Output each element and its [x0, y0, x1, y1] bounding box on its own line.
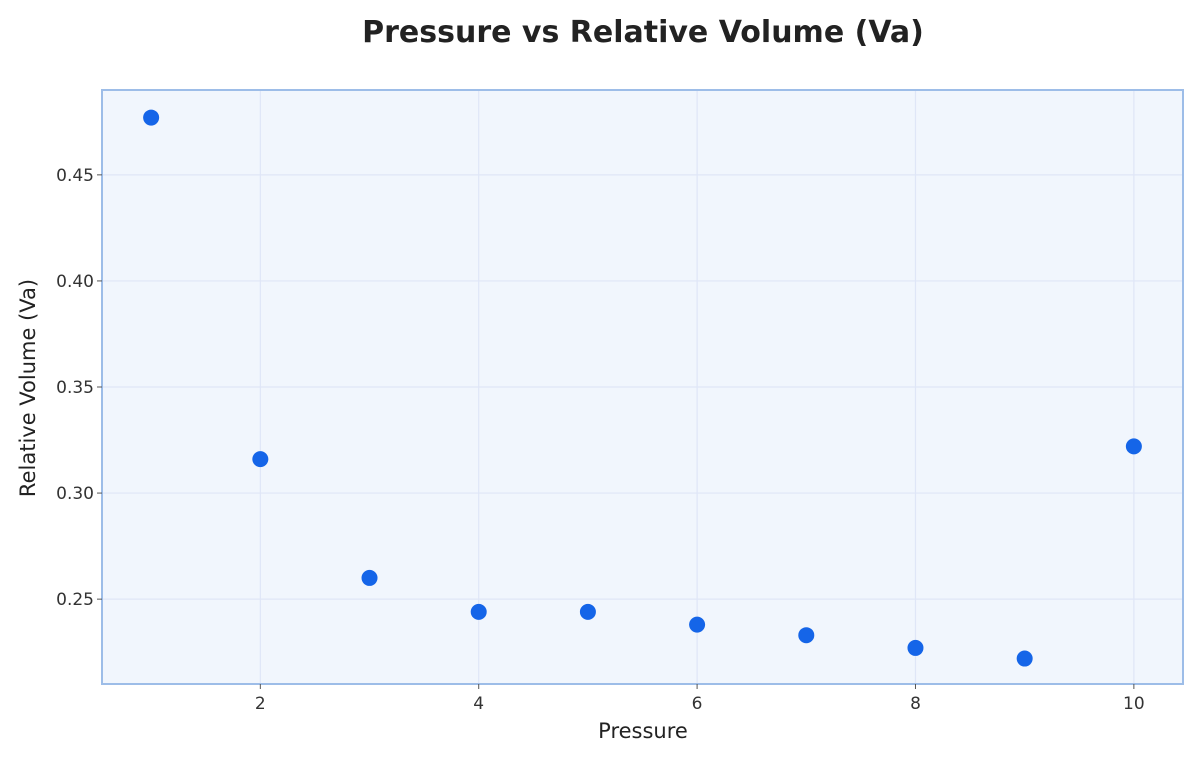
data-point: [1126, 438, 1142, 454]
data-point: [907, 640, 923, 656]
x-tick-label: 8: [910, 694, 921, 714]
y-tick-label: 0.30: [56, 484, 94, 504]
x-axis-ticks: 2 4 6 8 10: [255, 684, 1145, 714]
x-axis-label: Pressure: [598, 719, 688, 743]
y-tick-label: 0.25: [56, 590, 94, 610]
chart-title: Pressure vs Relative Volume (Va): [362, 15, 924, 50]
data-point: [143, 110, 159, 126]
x-tick-label: 6: [692, 694, 703, 714]
data-point: [471, 604, 487, 620]
y-axis-label: Relative Volume (Va): [16, 279, 40, 497]
y-tick-label: 0.45: [56, 166, 94, 186]
data-point: [580, 604, 596, 620]
y-axis-ticks: 0.25 0.30 0.35 0.40 0.45: [56, 166, 102, 610]
data-point: [689, 617, 705, 633]
x-tick-label: 4: [473, 694, 484, 714]
y-tick-label: 0.40: [56, 272, 94, 292]
data-point: [1017, 651, 1033, 667]
x-tick-label: 10: [1123, 694, 1145, 714]
y-tick-label: 0.35: [56, 378, 94, 398]
data-point: [252, 451, 268, 467]
x-tick-label: 2: [255, 694, 266, 714]
data-point: [362, 570, 378, 586]
data-point: [798, 627, 814, 643]
